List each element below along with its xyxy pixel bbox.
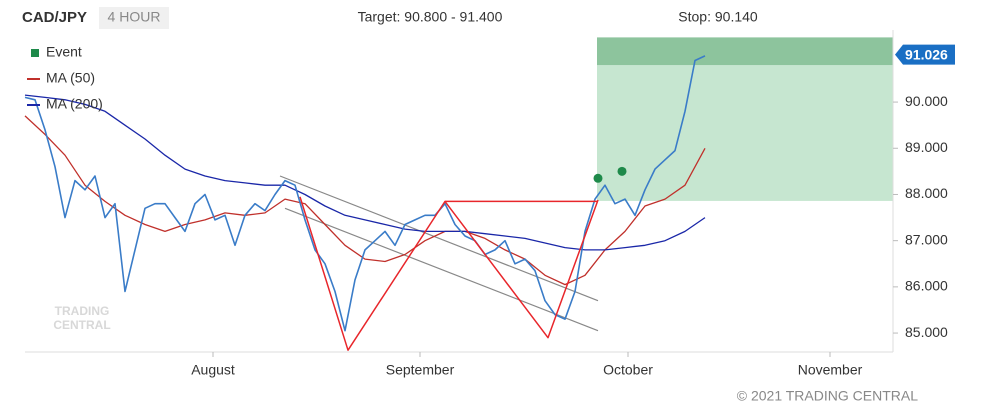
legend-label: Event [46, 44, 82, 60]
legend-label: MA (200) [46, 96, 103, 112]
x-tick-label: October [603, 362, 653, 378]
watermark: TRADING [55, 304, 110, 318]
y-tick-label: 89.000 [905, 139, 948, 155]
event-dot [617, 166, 627, 176]
stop-text: Stop: 90.140 [678, 9, 758, 25]
chart-title: CAD/JPY [22, 9, 87, 26]
zones [597, 37, 893, 201]
price-line [24, 55, 706, 332]
timeframe-badge [99, 7, 169, 29]
ma-line [24, 115, 706, 286]
footer: © 2021 TRADING CENTRAL [737, 388, 918, 404]
y-tick-label: 85.000 [905, 324, 948, 340]
y-tick-label: 86.000 [905, 278, 948, 294]
legend-label: MA (50) [46, 70, 95, 86]
timeframe: 4 HOUR [108, 9, 161, 25]
channel-line [279, 175, 599, 302]
y-tick-label: 90.000 [905, 93, 948, 109]
x-tick-label: September [386, 362, 455, 378]
zone [597, 65, 893, 201]
ma-line [24, 94, 706, 251]
last-price-badge [895, 44, 955, 65]
legend-swatch [31, 49, 39, 57]
channel-line [284, 207, 599, 332]
y-tick-label: 88.000 [905, 185, 948, 201]
x-tick-label: November [798, 362, 863, 378]
target-zone [597, 37, 893, 66]
event-dot [593, 173, 603, 183]
y-tick-label: 87.000 [905, 231, 948, 247]
last-price-label: 91.026 [905, 46, 948, 62]
watermark: CENTRAL [53, 318, 110, 332]
x-tick-label: August [191, 362, 235, 378]
target-text: Target: 90.800 - 91.400 [358, 9, 503, 25]
